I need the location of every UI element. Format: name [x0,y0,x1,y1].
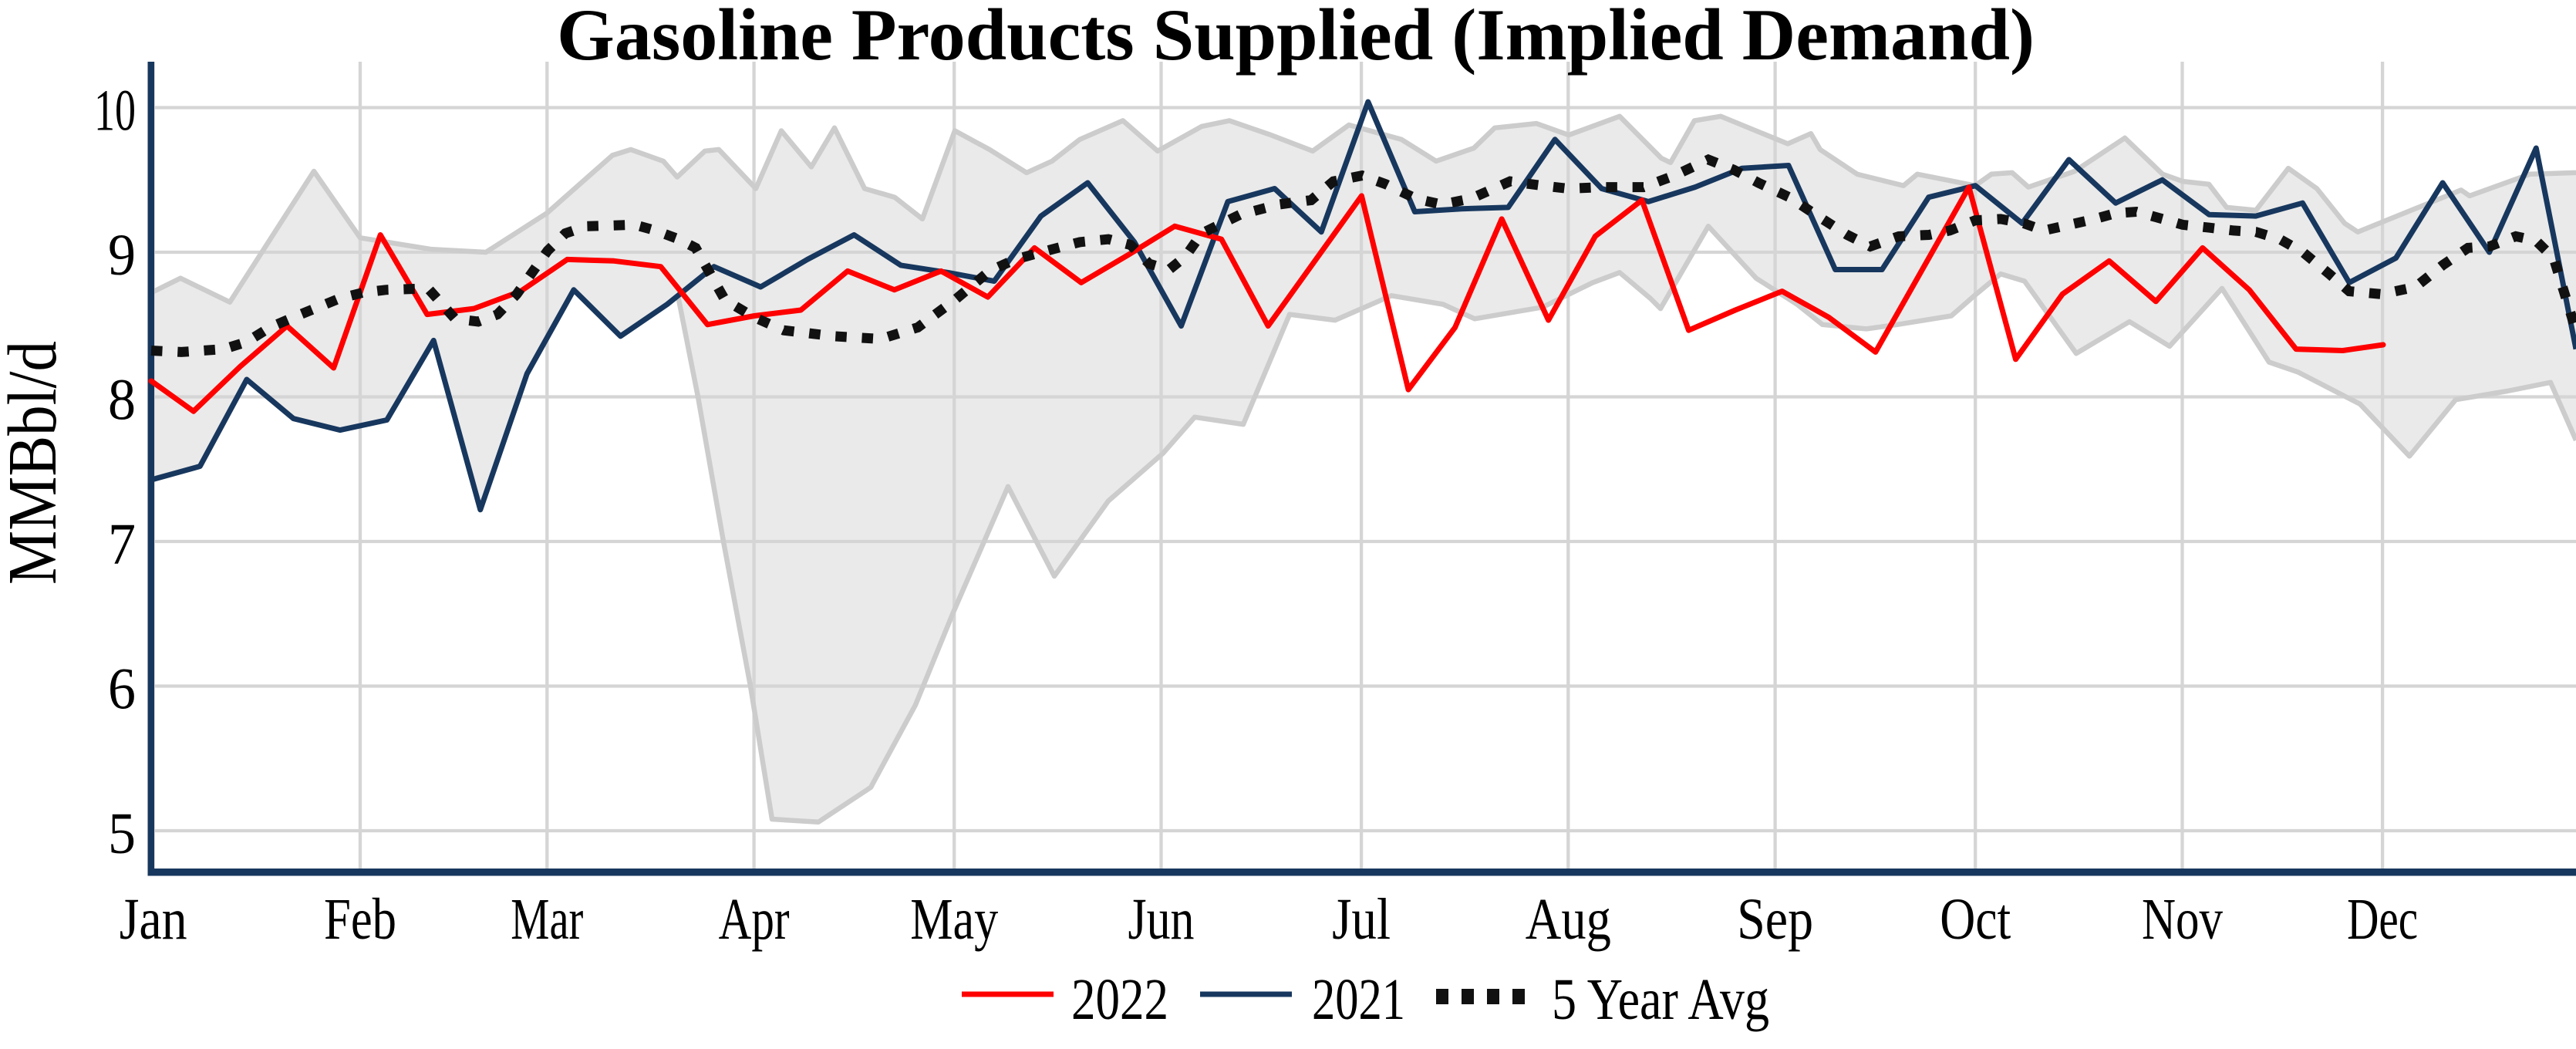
svg-text:Gasoline Products Supplied (Im: Gasoline Products Supplied (Implied Dema… [557,0,2035,76]
svg-text:Apr: Apr [719,887,790,952]
svg-text:MMBbl/d: MMBbl/d [0,341,71,585]
svg-text:Aug: Aug [1526,887,1611,952]
svg-text:6: 6 [108,657,136,722]
svg-text:5 Year Avg: 5 Year Avg [1552,967,1769,1032]
svg-text:Jan: Jan [120,887,187,952]
svg-text:2021: 2021 [1312,967,1405,1032]
svg-text:7: 7 [108,512,136,577]
svg-text:Jun: Jun [1128,887,1195,952]
svg-text:Mar: Mar [511,887,583,952]
svg-text:Oct: Oct [1940,887,2011,952]
svg-text:Dec: Dec [2347,887,2418,952]
svg-text:5: 5 [108,801,136,866]
svg-text:May: May [910,887,998,952]
svg-text:8: 8 [108,368,136,433]
svg-text:Feb: Feb [324,887,396,952]
svg-text:9: 9 [108,223,136,288]
svg-text:2022: 2022 [1071,967,1168,1032]
svg-text:10: 10 [94,79,136,143]
svg-text:Sep: Sep [1737,887,1813,952]
svg-text:Nov: Nov [2142,887,2223,952]
svg-text:Jul: Jul [1332,887,1391,952]
